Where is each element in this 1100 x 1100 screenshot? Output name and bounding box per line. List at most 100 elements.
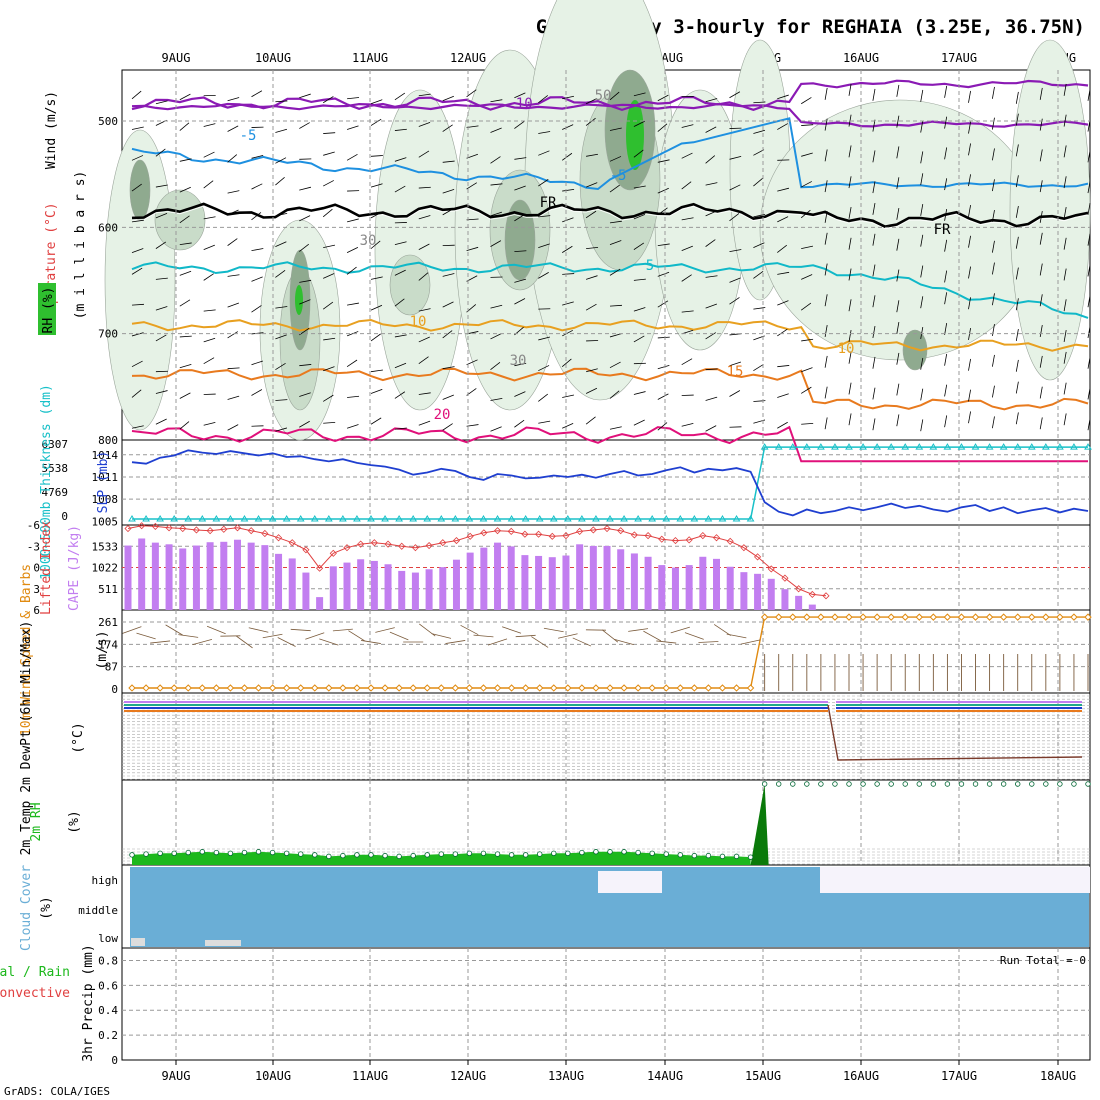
run-total-label: Run Total = 0 [1000,954,1086,967]
wind-barb [562,124,574,130]
wind-barb [275,157,287,164]
wind-barb [179,122,190,131]
wind-barb [538,272,549,279]
cape-bar [316,597,324,610]
wind-speed-point [957,613,966,621]
cape-bar [138,538,146,610]
wind-speed-point [282,684,291,692]
wind-barb [824,417,828,430]
wind-barb [514,298,526,305]
wind-barb [657,94,669,102]
ylabel-cloud: Cloud Cover [19,865,34,951]
wind-speed-point [451,684,460,692]
wind-barb [992,293,995,306]
wind-speed-point [789,613,797,621]
wind-barb [681,358,693,366]
thickness-point [310,515,319,522]
rh-point [480,850,487,856]
wind-barb [920,89,924,102]
ylabel-wind-unit: (m/s) [95,630,110,669]
pressure-tick-label: 500 [98,115,118,128]
rh-point [874,781,880,787]
wind-barb [848,413,852,426]
wind-barb [1015,91,1019,104]
lifted-index-line [127,525,827,597]
wind-barb [872,326,876,339]
wind-barb [1087,88,1091,101]
pressure-tick-label: 700 [98,328,118,341]
thickness-point [465,515,474,522]
lifted-index-point [795,585,803,593]
wind-barb [251,276,263,282]
cape-bar [740,572,748,610]
wind-barb [896,84,900,97]
wind-barb [1063,413,1067,426]
thickness-point [802,443,811,450]
rh-point [733,853,740,860]
isotherm-minus5 [131,117,1089,191]
wind-barb [347,395,360,398]
thickness-point [746,515,755,522]
lifted-index-point [124,524,132,533]
wind-barb [227,395,240,400]
thickness-point [437,515,446,522]
wind-barb [562,301,574,306]
lifted-index-point [808,590,816,598]
lifted-index-point [671,537,680,545]
wind-barb [729,91,741,99]
wind-barb [968,235,971,248]
wind-barb [490,426,502,432]
upper-air-panel: 500 600 700 800 -10 -5 -5 FR FR 5 10 10 15 20 30 30 50 [98,0,1091,463]
contour-label: FR [934,222,951,238]
wind-barb [729,156,742,160]
wind-barb [729,297,740,305]
wind-barb [872,119,876,132]
wind-barb [275,128,288,133]
wind-barb [562,217,574,223]
wind-tick-label: 87 [105,661,118,674]
rh-point [1000,781,1007,787]
precip-tick-label: 0.6 [98,979,118,992]
wind-barb [848,382,852,395]
wind-barb [203,216,216,220]
wind-barb [1063,114,1067,127]
thickness-point [690,515,699,522]
wind-barb [394,391,406,399]
wind-barb [633,335,645,343]
wind-speed-point [395,684,403,692]
thickness-point [774,443,783,450]
thickness-point [254,515,263,522]
wind-barb [557,633,578,639]
wind-barb [992,240,995,253]
wind-barb [490,333,502,340]
lifted-index-point [767,565,775,573]
wind-barb [1039,386,1043,399]
cape-bar [521,555,529,610]
cape-bar [370,560,378,610]
lifted-index-point [822,592,830,600]
pressure-tick-label: 800 [98,434,118,447]
wind-barb [824,149,828,162]
wind-barb [538,365,550,372]
thickness-point [943,443,952,450]
lifted-index-point [316,564,324,572]
wind-barb [968,389,971,402]
rh-max-region [626,100,644,170]
wind-barb [251,183,263,190]
wind-barb [1015,381,1019,394]
wind-barb [155,334,167,342]
wind-barb [753,242,765,248]
cape-tick-label: 511 [98,583,118,596]
thickness-point [901,443,910,450]
lifted-index-point [493,527,502,535]
wind-speed-point [578,684,586,692]
wind-barb [418,392,431,395]
wind-speed-point [887,613,895,621]
wind-barb [896,269,900,282]
wind-speed-point [296,684,305,692]
thickness-tick-label: 6307 [42,438,69,451]
lifted-index-point [343,544,351,552]
wind-barb [203,337,216,343]
cape-bar [165,544,173,610]
wind-barb [192,639,213,645]
